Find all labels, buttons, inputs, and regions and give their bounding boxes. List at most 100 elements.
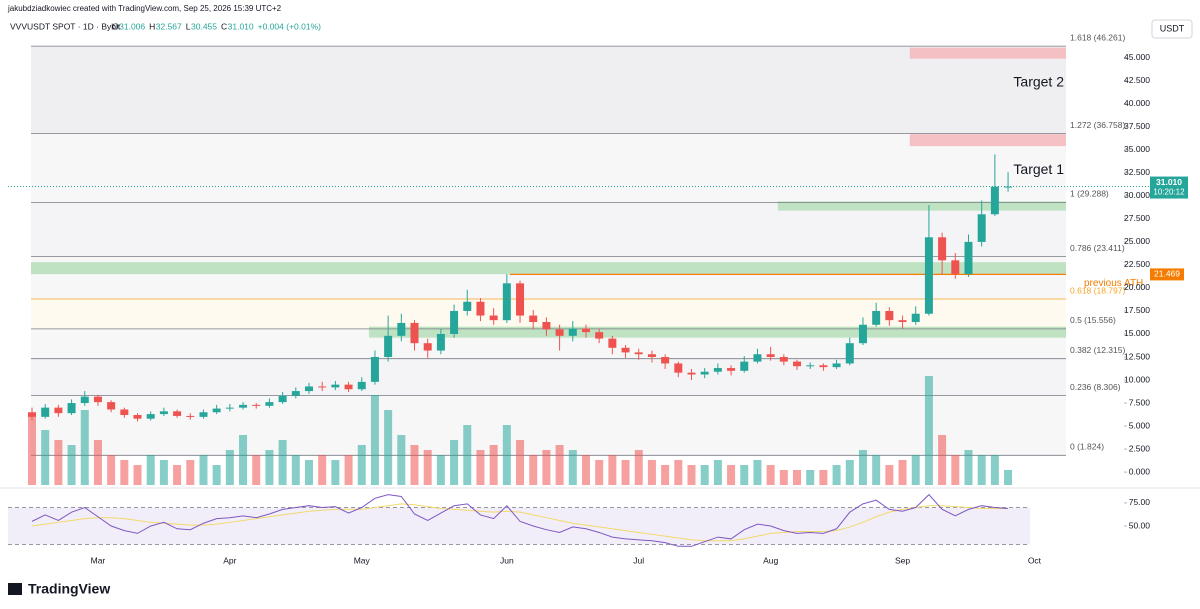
volume-bar — [687, 465, 696, 485]
volume-bar — [766, 465, 775, 485]
logo-mark — [8, 583, 22, 595]
volume-bar — [727, 465, 736, 485]
candle-body — [239, 404, 248, 408]
y-tick-label: 10.000 — [1124, 374, 1150, 384]
volume-bar — [370, 395, 379, 485]
candle-body — [186, 415, 195, 417]
fib-band — [31, 46, 1066, 134]
volume-bar — [700, 465, 709, 485]
x-tick-label: Mar — [91, 555, 106, 565]
price-badge-label: 31.010 — [1156, 177, 1182, 187]
volume-bar — [80, 410, 89, 485]
candle-body — [832, 363, 841, 368]
candle-body — [423, 343, 432, 351]
candle-body — [344, 384, 353, 390]
candle-body — [529, 315, 538, 323]
candle-body — [924, 237, 933, 314]
candle-body — [766, 354, 775, 358]
y-tick-label: 30.000 — [1124, 190, 1150, 200]
volume-bar — [107, 455, 116, 485]
volume-bar — [331, 460, 340, 485]
candle-body — [938, 237, 947, 261]
logo — [8, 583, 22, 595]
volume-bar — [858, 450, 867, 485]
zone — [31, 262, 1066, 275]
candle-body — [450, 310, 459, 334]
candle-body — [54, 407, 63, 414]
candle-body — [858, 324, 867, 344]
candle-body — [331, 384, 340, 388]
y-tick-label: 37.500 — [1124, 121, 1150, 131]
volume-bar — [28, 415, 36, 485]
volume-bar — [463, 425, 472, 485]
y-tick-label: 32.500 — [1124, 167, 1150, 177]
candle-body — [1004, 186, 1013, 188]
volume-bar — [793, 470, 802, 485]
fib-band — [31, 395, 1066, 456]
volume-bar — [159, 460, 168, 485]
rsi-ma — [31, 503, 1009, 542]
volume-bar — [661, 465, 670, 485]
candle-body — [700, 371, 709, 375]
candle-body — [542, 322, 551, 330]
candle-body — [107, 402, 116, 410]
candle-body — [898, 320, 907, 323]
candle-body — [661, 357, 670, 364]
candle-body — [489, 315, 498, 321]
candle-body — [634, 352, 643, 355]
x-tick-label: May — [354, 555, 371, 565]
volume-bar — [516, 440, 525, 485]
y-tick-label: 25.000 — [1124, 236, 1150, 246]
candle-body — [120, 409, 129, 416]
volume-bar — [568, 450, 577, 485]
volume-bar — [1004, 470, 1013, 485]
candle-body — [806, 365, 815, 367]
currency[interactable]: USDT — [1160, 23, 1185, 33]
volume-bar — [924, 376, 933, 485]
y-tick-label: 35.000 — [1124, 144, 1150, 154]
candle-body — [793, 361, 802, 367]
volume-bar — [502, 425, 511, 485]
volume-bar — [911, 455, 920, 485]
candle-body — [133, 415, 142, 419]
candle-body — [687, 372, 696, 375]
candle-body — [370, 357, 379, 382]
candle-body — [608, 338, 617, 348]
candle-body — [80, 396, 89, 404]
volume-bar — [120, 460, 129, 485]
fib-band — [31, 358, 1066, 396]
candle-body — [779, 357, 788, 362]
zone-label: Target 1 — [1013, 161, 1064, 177]
candle-body — [463, 301, 472, 311]
ohlc-value: 31.010 — [228, 21, 254, 31]
candle-body — [93, 396, 102, 403]
zone — [909, 47, 1066, 59]
zone-label: Target 2 — [1013, 73, 1064, 89]
volume-bar — [344, 455, 353, 485]
ohlc-key: C — [221, 21, 227, 31]
zone — [368, 326, 1066, 338]
x-tick-label: Aug — [763, 555, 778, 565]
fib-band — [31, 133, 1066, 203]
volume-bar — [898, 460, 907, 485]
y-tick-label: 0.000 — [1129, 466, 1151, 476]
volume-bar — [713, 460, 722, 485]
y-tick-label: 2.500 — [1129, 443, 1151, 453]
volume-bar — [318, 455, 327, 485]
candle-body — [304, 386, 313, 392]
volume-bar — [304, 460, 313, 485]
candle-body — [964, 241, 973, 275]
volume-bar — [476, 450, 485, 485]
y-tick-label: 5.000 — [1129, 420, 1151, 430]
volume-bar — [977, 455, 986, 485]
candle-body — [727, 368, 736, 371]
volume-bar — [212, 465, 221, 485]
fib-label: 0.618 (18.797) — [1070, 285, 1125, 295]
volume-bar — [964, 450, 973, 485]
currency-box[interactable] — [1151, 19, 1193, 39]
rsi-band — [8, 507, 1030, 545]
ath-badge — [1150, 268, 1184, 281]
candle-body — [911, 313, 920, 323]
volume-bar — [93, 440, 102, 485]
